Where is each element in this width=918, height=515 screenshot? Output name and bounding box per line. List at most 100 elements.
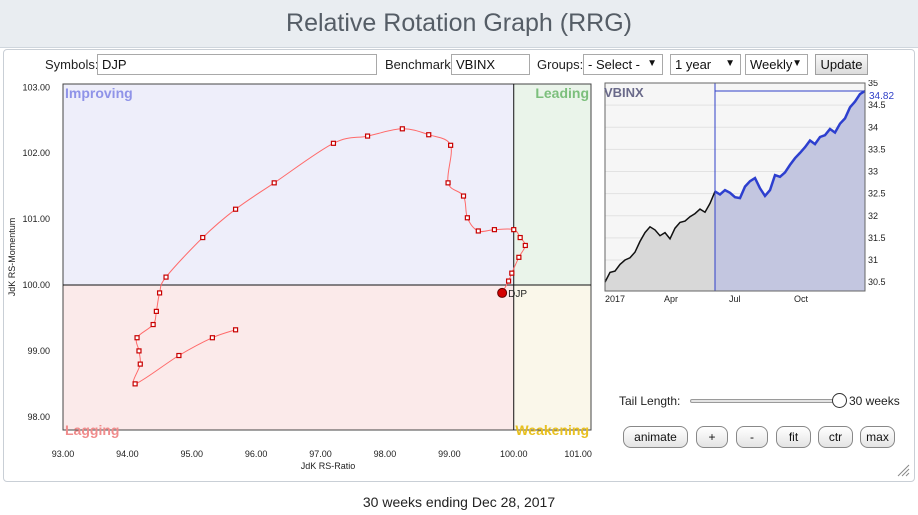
djp-tail-point — [399, 126, 405, 132]
tail-length-label: Tail Length: — [619, 394, 681, 408]
x-tick-label: 93.00 — [52, 449, 75, 459]
rrg-chart[interactable]: Improving Leading Lagging Weakening 93.0… — [0, 80, 600, 480]
y-tick-label: 101.00 — [22, 214, 50, 224]
djp-tail-point — [150, 321, 156, 328]
x-tick-label: 101.00 — [564, 449, 592, 459]
chevron-down-icon: ▼ — [647, 58, 657, 69]
x-axis-ticks: 93.00 94.00 95.00 96.00 97.00 98.00 99.00 100.0… — [52, 449, 592, 459]
djp-tail-point — [448, 142, 454, 148]
period-select[interactable]: 1 year ▼ — [670, 54, 741, 75]
djp-tail-point — [209, 335, 215, 341]
djp-tail-point — [137, 361, 143, 367]
chevron-down-icon: ▼ — [725, 58, 735, 69]
price-y-tick-label: 34.5 — [868, 100, 886, 110]
benchmark-symbol-label: VBINX — [604, 85, 644, 100]
quadrant-improving — [63, 84, 514, 286]
symbols-label: Symbols: — [45, 57, 99, 72]
price-line-tail-window — [714, 89, 866, 200]
y-tick-label: 99.00 — [27, 346, 50, 356]
djp-tail-point — [134, 335, 140, 341]
price-line-past — [604, 191, 716, 283]
y-tick-label: 102.00 — [22, 148, 50, 158]
y-axis-label: JdK RS-Momentum — [7, 218, 17, 297]
y-axis-ticks: 103.00 102.00 101.00 100.00 99.00 98.00 — [22, 82, 50, 422]
y-tick-label: 98.00 — [27, 412, 50, 422]
djp-tail-point — [176, 352, 182, 359]
djp-tail-point — [445, 180, 451, 186]
title-bar: Relative Rotation Graph (RRG) — [0, 0, 918, 48]
groups-select-value: - Select - — [588, 57, 641, 72]
djp-tail-point — [505, 278, 512, 284]
frequency-select[interactable]: Weekly ▼ — [745, 54, 808, 75]
price-y-tick-label: 31.5 — [868, 233, 886, 243]
djp-tail-point — [132, 381, 138, 387]
x-axis-label: JdK RS-Ratio — [301, 461, 356, 471]
djp-tail-point — [153, 308, 159, 314]
benchmark-input[interactable] — [451, 54, 530, 75]
symbols-input[interactable] — [97, 54, 377, 75]
price-x-ticks: 2017 Apr Jul Oct — [605, 294, 809, 304]
x-tick-label: 94.00 — [116, 449, 139, 459]
price-y-tick-label: 30.5 — [868, 277, 886, 287]
price-y-tick-label: 32 — [868, 211, 878, 221]
x-tick-label: 96.00 — [245, 449, 268, 459]
djp-symbol-label: DJP — [508, 289, 527, 300]
djp-tail-point — [426, 132, 432, 138]
djp-tail-point — [522, 242, 528, 249]
price-x-tick-label: Jul — [729, 294, 741, 304]
y-tick-label: 103.00 — [22, 82, 50, 92]
tail-length-value: 30 weeks — [849, 394, 900, 408]
djp-tail-point — [136, 348, 142, 354]
center-button[interactable]: ctr — [818, 426, 853, 448]
quadrant-label-leading: Leading — [535, 85, 589, 101]
tail-period-caption: 30 weeks ending Dec 28, 2017 — [362, 494, 556, 510]
djp-tail-point — [330, 140, 337, 146]
djp-tail-point — [232, 206, 239, 212]
djp-tail-point — [464, 215, 470, 221]
x-tick-label: 98.00 — [374, 449, 397, 459]
price-x-tick-label: 2017 — [605, 294, 625, 304]
groups-label: Groups: — [537, 57, 584, 72]
max-button[interactable]: max — [860, 426, 895, 448]
animate-button[interactable]: animate — [623, 426, 688, 448]
x-tick-label: 97.00 — [309, 449, 332, 459]
x-tick-label: 95.00 — [181, 449, 204, 459]
djp-tail-points — [132, 126, 528, 387]
djp-tail-point — [232, 327, 239, 333]
price-y-tick-label: 32.5 — [868, 189, 886, 199]
quadrant-label-weakening: Weakening — [515, 422, 589, 438]
price-plot-frame — [604, 82, 866, 292]
benchmark-label: Benchmark: — [385, 57, 455, 72]
djp-tail-point — [516, 254, 522, 260]
price-y-tick-label: 33 — [868, 167, 878, 177]
last-value-label: 34.82 — [869, 91, 894, 102]
resize-handle-icon[interactable] — [896, 463, 910, 477]
djp-tail-point — [271, 180, 277, 186]
groups-select[interactable]: - Select - ▼ — [583, 54, 663, 75]
price-y-tick-label: 34 — [868, 122, 878, 132]
price-y-tick-label: 33.5 — [868, 144, 886, 154]
price-x-tick-label: Apr — [664, 294, 678, 304]
djp-tail-point — [163, 274, 169, 280]
zoom-in-button[interactable]: + — [696, 426, 728, 448]
page-title: Relative Rotation Graph (RRG) — [286, 9, 632, 37]
frequency-select-value: Weekly — [750, 57, 793, 72]
fit-button[interactable]: fit — [776, 426, 811, 448]
tail-length-track[interactable] — [690, 399, 840, 403]
quadrant-label-improving: Improving — [65, 85, 133, 101]
price-y-ticks: 35 34.5 34 33.5 33 32.5 32 31.5 31 30.5 — [868, 80, 886, 287]
tail-length-handle[interactable] — [832, 393, 847, 408]
price-area-past — [605, 191, 715, 291]
djp-current-marker — [497, 287, 508, 298]
chevron-down-icon: ▼ — [792, 58, 802, 69]
price-area-tail-window — [715, 91, 865, 291]
quadrant-weakening — [513, 285, 591, 430]
quadrant-leading — [513, 84, 591, 286]
djp-tail-point — [364, 133, 371, 139]
update-button[interactable]: Update — [815, 54, 868, 75]
djp-tail-point — [475, 228, 481, 234]
zoom-out-button[interactable]: - — [736, 426, 768, 448]
price-x-tick-label: Oct — [794, 294, 809, 304]
y-tick-label: 100.00 — [22, 280, 50, 290]
